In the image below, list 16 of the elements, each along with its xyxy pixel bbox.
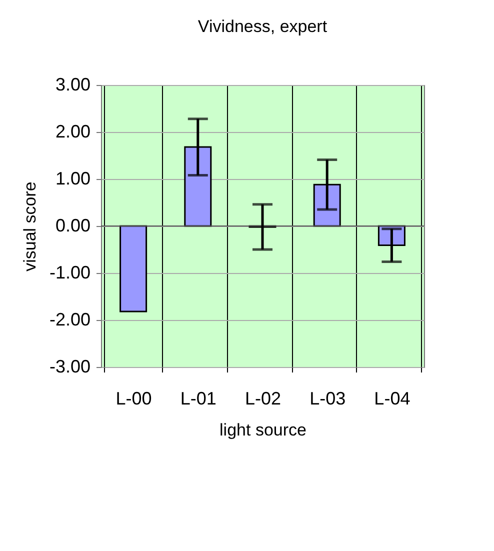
x-tick-label: L-03 — [310, 388, 346, 408]
x-tick-label: L-01 — [180, 388, 216, 408]
x-tick-label: L-00 — [116, 388, 152, 408]
y-tick-label: 0.00 — [55, 216, 90, 236]
y-tick-label: -3.00 — [49, 356, 90, 376]
y-tick-label: 3.00 — [55, 74, 90, 94]
y-tick-label: -2.00 — [49, 310, 90, 330]
y-axis-title: visual score — [20, 182, 40, 272]
x-tick-label: L-02 — [244, 388, 282, 408]
chart-title: Vividness, expert — [198, 17, 328, 36]
bar — [120, 225, 148, 312]
y-tick-label: 1.00 — [55, 168, 90, 188]
y-tick-label: -1.00 — [49, 262, 90, 282]
x-axis-title: light source — [220, 420, 306, 440]
y-tick-label: 2.00 — [55, 122, 90, 142]
x-tick-label: L-04 — [374, 388, 410, 408]
